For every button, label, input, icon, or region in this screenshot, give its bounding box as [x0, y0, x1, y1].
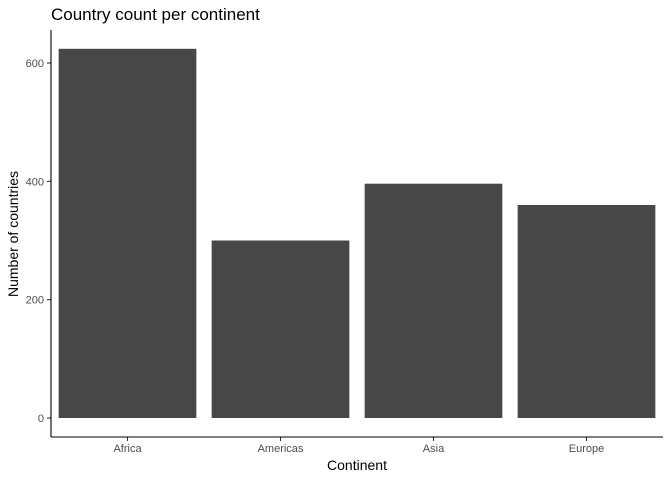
bar-asia: [364, 183, 503, 418]
x-axis-title: Continent: [327, 457, 387, 473]
x-tick-label: Europe: [569, 443, 604, 455]
x-tick-label: Africa: [113, 443, 142, 455]
bar-europe: [517, 205, 656, 418]
y-tick-label: 200: [26, 295, 44, 307]
y-tick-label: 400: [26, 176, 44, 188]
x-tick-label: Asia: [423, 443, 445, 455]
y-tick-label: 0: [38, 413, 44, 425]
y-axis-ticks: 0 200 400 600: [26, 58, 51, 425]
x-axis-ticks: Africa Americas Asia Europe: [113, 437, 604, 455]
bars-layer: [58, 48, 656, 419]
y-axis-title: Number of countries: [5, 171, 21, 297]
bar-africa: [58, 48, 197, 419]
chart-title: Country count per continent: [51, 5, 260, 24]
y-tick-label: 600: [26, 58, 44, 70]
bar-americas: [211, 240, 350, 418]
x-tick-label: Americas: [258, 443, 304, 455]
